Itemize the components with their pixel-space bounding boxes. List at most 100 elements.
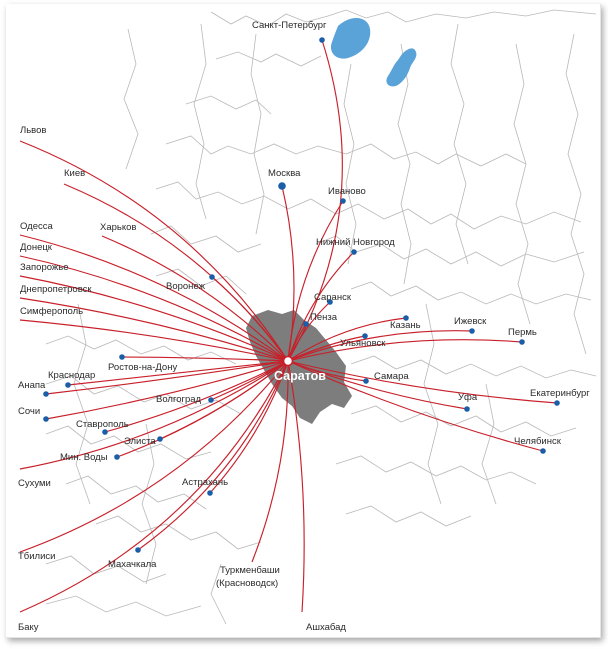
route-dnepr [19,297,289,362]
route-ekb [287,360,558,404]
route-zaporozhye [19,275,289,362]
city-label-samara: Самара [374,371,409,382]
city-label-rostov: Ростов-на-Дону [108,362,177,373]
route-lvov [19,140,289,362]
city-label-perm: Пермь [508,327,537,338]
route-anapa [45,360,289,395]
city-label-dnepr: Днепропетровск [20,284,92,295]
route-chelyabinsk [287,360,544,452]
city-label-odessa: Одесса [20,221,54,232]
city-label-izhevsk: Ижевск [454,316,487,327]
city-label-ashgabat: Ашхабад [306,622,346,633]
route-kharkov [101,235,289,362]
route-perm [287,339,523,362]
city-label-sukhumi: Сухуми [18,478,51,489]
city-label-ufa: Уфа [458,392,478,403]
route-ivanovo [287,200,344,362]
city-dot-anapa [43,391,49,397]
city-dot-chelyabinsk [540,448,546,454]
city-labels: Санкт-Петербург Москва Иваново Нижний Но… [18,20,590,633]
route-saransk [287,301,331,362]
city-label-ekb: Екатеринбург [530,388,590,399]
route-astrakhan [209,360,289,494]
city-dot-sochi [43,416,49,422]
route-ashgabat [287,360,305,613]
routes [19,39,558,613]
city-label-kharkov: Харьков [100,222,136,233]
city-label-anapa: Анапа [18,380,46,391]
route-voronezh [211,276,289,362]
route-sukhumi [19,360,289,470]
city-label-moscow: Москва [268,168,301,179]
city-label-penza: Пенза [310,312,338,323]
city-label-chelyabinsk: Челябинск [514,436,562,447]
route-ulyanovsk [287,335,366,362]
city-label-krasnovodsk: (Красноводск) [216,578,278,589]
city-dot-minvody [114,454,120,460]
route-tbilisi [19,360,289,553]
city-label-astrakhan: Астрахань [182,477,228,488]
city-label-simferopol: Симферополь [20,306,83,317]
city-dot-ivanovo [340,198,346,204]
city-label-saransk: Саранск [314,292,352,303]
route-map: Саратов Санкт-Петербург Москва Иваново Н… [18,9,597,633]
city-dot-rostov [119,354,125,360]
map-frame: Саратов Санкт-Петербург Москва Иваново Н… [6,4,601,638]
city-dot-izhevsk [469,328,475,334]
city-dot-elista [157,436,163,442]
hub-label: Саратов [274,369,326,383]
route-kazan [287,317,407,362]
city-dot-kazan [403,315,409,321]
route-minvody [116,360,289,458]
city-dot-saransk [327,299,333,305]
city-dot-makhachkala [135,547,141,553]
city-dot-ufa [464,406,470,412]
city-label-lvov: Львов [20,125,46,136]
city-label-tbilisi: Tбилиси [18,551,55,562]
hub-marker [282,355,294,367]
city-label-donetsk: Донецк [20,242,53,253]
city-dot-volgograd [208,397,214,403]
city-label-spb: Санкт-Петербург [252,20,327,31]
route-krasnodar [67,360,289,386]
city-label-ulyanovsk: Ульяновск [340,338,386,349]
route-sochi [45,360,289,420]
city-dot-voronezh [209,274,215,280]
city-label-zaporozhye: Запорожье [20,262,69,273]
city-label-stavropol: Ставрополь [76,419,129,430]
city-label-turkmenbashi: Туркменбаши [220,565,280,576]
city-label-kazan: Казань [390,320,421,331]
route-odessa [19,234,289,362]
route-baku [19,360,289,613]
city-dot-ekb [554,400,560,406]
route-makhachkala [137,360,289,551]
city-dot-ulyanovsk [362,333,368,339]
city-label-krasnodar: Краснодар [48,370,95,381]
city-label-sochi: Сочи [18,406,40,417]
city-dot-spb [319,37,325,43]
city-dot-astrakhan [207,490,213,496]
city-label-kiev: Киев [64,168,85,179]
city-dot-nnovgorod [351,249,357,255]
city-dot-stavropol [102,429,108,435]
city-label-volgograd: Волгоград [156,394,202,405]
city-dot-perm [519,339,525,345]
city-dot-samara [363,378,369,384]
lakes [330,18,417,87]
city-label-ivanovo: Иваново [328,186,366,197]
route-simferopol [19,319,289,362]
lake-onega [386,48,417,87]
city-label-makhachkala: Махачкала [108,559,157,570]
city-dot-krasnodar [65,382,71,388]
route-turkmenbashi [251,360,289,563]
lake-ladoga [330,18,371,59]
city-dots [43,37,560,553]
city-label-minvody: Мин. Воды [60,452,108,463]
region-borders [45,9,597,625]
route-ufa [287,360,468,410]
city-label-elista: Элиста [124,436,156,447]
city-label-voronezh: Воронеж [166,281,206,292]
route-rostov [121,356,289,362]
route-stavropol [104,360,289,433]
route-donetsk [19,255,289,362]
